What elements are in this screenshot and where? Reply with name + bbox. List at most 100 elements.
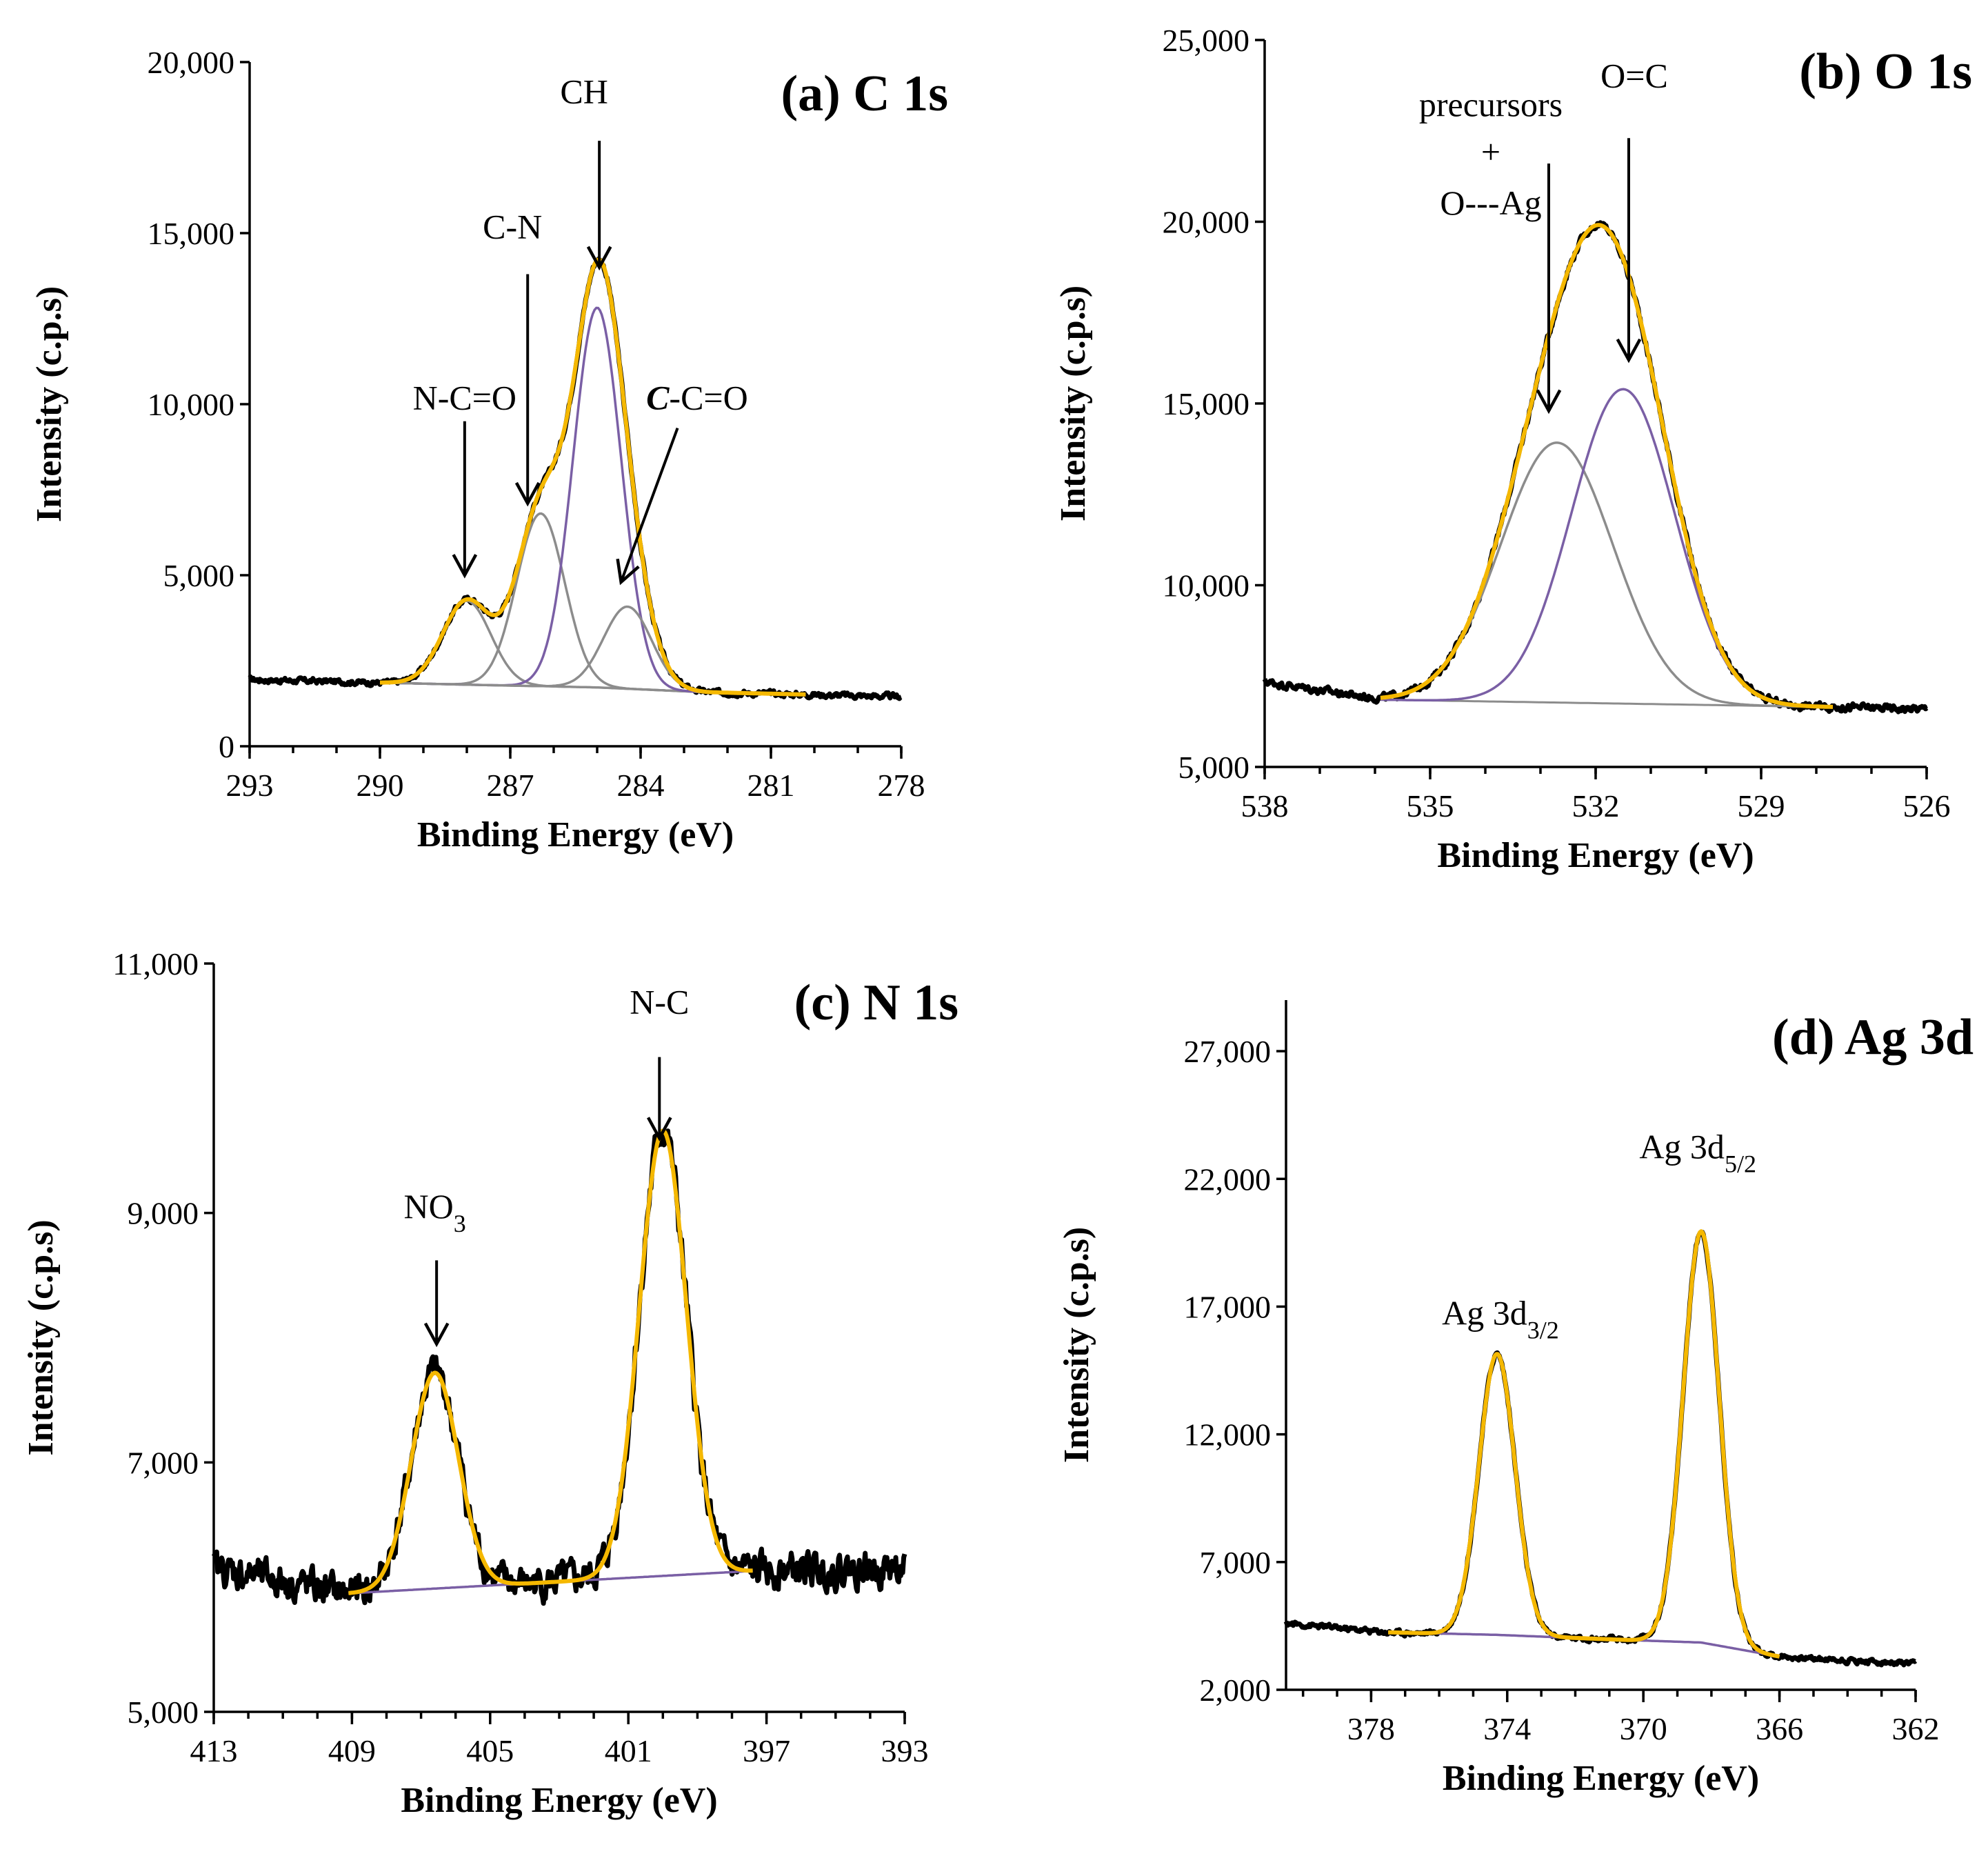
annotation-text: NO [404,1187,454,1226]
x-tick-label: 290 [357,768,404,803]
x-tick-label: 293 [226,768,274,803]
x-tick-label: 284 [617,768,665,803]
x-axis-title: Binding Energy (eV) [1443,1759,1759,1798]
y-axis-title: Intensity (c.p.s) [30,286,69,522]
y-axis-title: Intensity (c.p.s) [1057,1227,1096,1463]
annotation-text: C [646,378,670,417]
y-tick-label: 5,000 [1178,750,1250,785]
x-axis-title: Binding Energy (eV) [1437,836,1754,875]
annotation-arrow-head [616,558,640,586]
panel-c1s: 0 5,000 10,000 15,000 20,000 293 290 287 284 281 2… [30,45,948,855]
y-tick-label: 17,000 [1184,1289,1272,1324]
raw-spectrum-line [1262,220,1929,715]
panel-title: (b) O 1s [1799,43,1972,100]
y-axis-title: Intensity (c.p.s) [21,1219,61,1455]
peak-annotation: Ag 3d5/2 [1639,1128,1756,1178]
component-peak-line [380,599,806,696]
fit-envelope-line [1387,1229,1780,1659]
component-peak-line [379,512,806,696]
annotation-arrow-head [514,481,541,507]
annotation-text: 3 [454,1210,466,1237]
y-tick-label: 10,000 [148,387,235,422]
x-tick-label: 378 [1347,1711,1395,1746]
x-tick-label: 401 [605,1733,652,1768]
annotation-text: N-C [630,982,689,1021]
component-peak-line [1380,441,1833,708]
y-tick-label: 5,000 [163,558,235,593]
x-tick-label: 370 [1620,1711,1667,1746]
y-axis-title: Intensity (c.p.s) [1054,286,1093,521]
y-tick-label: 20,000 [148,45,235,80]
y-tick-label: 27,000 [1184,1034,1272,1069]
x-axis-title: Binding Energy (eV) [401,1781,717,1820]
x-tick-label: 532 [1572,788,1620,824]
annotation-text: Ag 3d [1639,1128,1725,1166]
annotation-text: O=C [1600,57,1668,95]
x-tick-label: 281 [747,768,795,803]
y-tick-label: 25,000 [1163,23,1250,58]
y-tick-label: 20,000 [1163,205,1250,240]
raw-spectrum-line [1283,1230,1918,1668]
x-tick-label: 287 [487,768,534,803]
annotation-text: 3/2 [1527,1316,1559,1344]
component-peak-line [379,605,806,696]
annotation-text: C-N [483,207,542,246]
annotation-text: precursors [1419,86,1563,124]
y-tick-label: 5,000 [128,1695,199,1730]
peak-annotation: Ag 3d3/2 [1442,1293,1559,1344]
annotation-arrow-head [647,1117,672,1141]
panel-title: (a) C 1s [781,66,948,122]
y-tick-label: 7,000 [128,1445,199,1480]
x-tick-label: 374 [1483,1711,1531,1746]
x-tick-label: 397 [743,1733,790,1768]
panel-title: (c) N 1s [794,975,958,1031]
peak-annotation: O=C [1600,57,1668,95]
annotation-arrow-head [1536,389,1562,415]
peak-annotation: + [1481,132,1500,171]
peak-annotation: NO3 [404,1187,466,1237]
raw-spectrum-line [248,256,903,701]
y-tick-label: 7,000 [1200,1545,1272,1580]
peak-annotation: C-C=O [646,378,748,417]
x-tick-label: 413 [190,1733,238,1768]
y-tick-label: 9,000 [128,1196,199,1231]
panel-o1s: 5,000 10,000 15,000 20,000 25,000 538 535 532 52… [1054,23,1972,875]
background-line [1388,1631,1780,1658]
y-tick-label: 12,000 [1184,1417,1272,1453]
peak-annotation: precursors [1419,86,1563,124]
fit-envelope-line [379,257,807,697]
fit-envelope-line [348,1128,754,1595]
x-tick-label: 366 [1756,1711,1803,1746]
x-tick-label: 409 [328,1733,376,1768]
x-tick-label: 535 [1407,788,1454,824]
raw-spectrum-line [211,1128,907,1606]
panel-ag3d: 2,000 7,000 12,000 17,000 22,000 27,000 378 374… [1057,1000,1974,1798]
annotation-text: 5/2 [1725,1150,1756,1178]
y-tick-label: 0 [219,729,234,764]
x-tick-label: 405 [466,1733,514,1768]
x-tick-label: 538 [1241,788,1289,824]
annotation-arrow-head [1616,338,1642,363]
y-tick-label: 10,000 [1163,568,1250,603]
annotation-arrow-head [423,1322,450,1348]
annotation-arrow-head [452,554,478,579]
peak-annotation: C-N [483,207,542,246]
annotation-text: + [1481,132,1500,171]
annotation-text: N-C=O [413,378,516,417]
annotation-arrow-head [586,246,612,271]
x-axis-title: Binding Energy (eV) [417,815,734,855]
x-tick-label: 362 [1892,1711,1940,1746]
x-tick-label: 526 [1903,788,1951,824]
annotation-text: Ag 3d [1442,1293,1527,1332]
y-tick-label: 11,000 [112,946,199,981]
annotation-text: -C=O [669,378,747,417]
fit-envelope-line [1380,223,1834,709]
peak-annotation: N-C [630,982,689,1021]
x-tick-label: 393 [881,1733,929,1768]
annotation-text: O---Ag [1440,183,1541,222]
y-tick-label: 15,000 [1163,386,1250,421]
x-tick-label: 278 [878,768,925,803]
y-tick-label: 22,000 [1184,1161,1272,1197]
x-tick-label: 529 [1738,788,1785,824]
